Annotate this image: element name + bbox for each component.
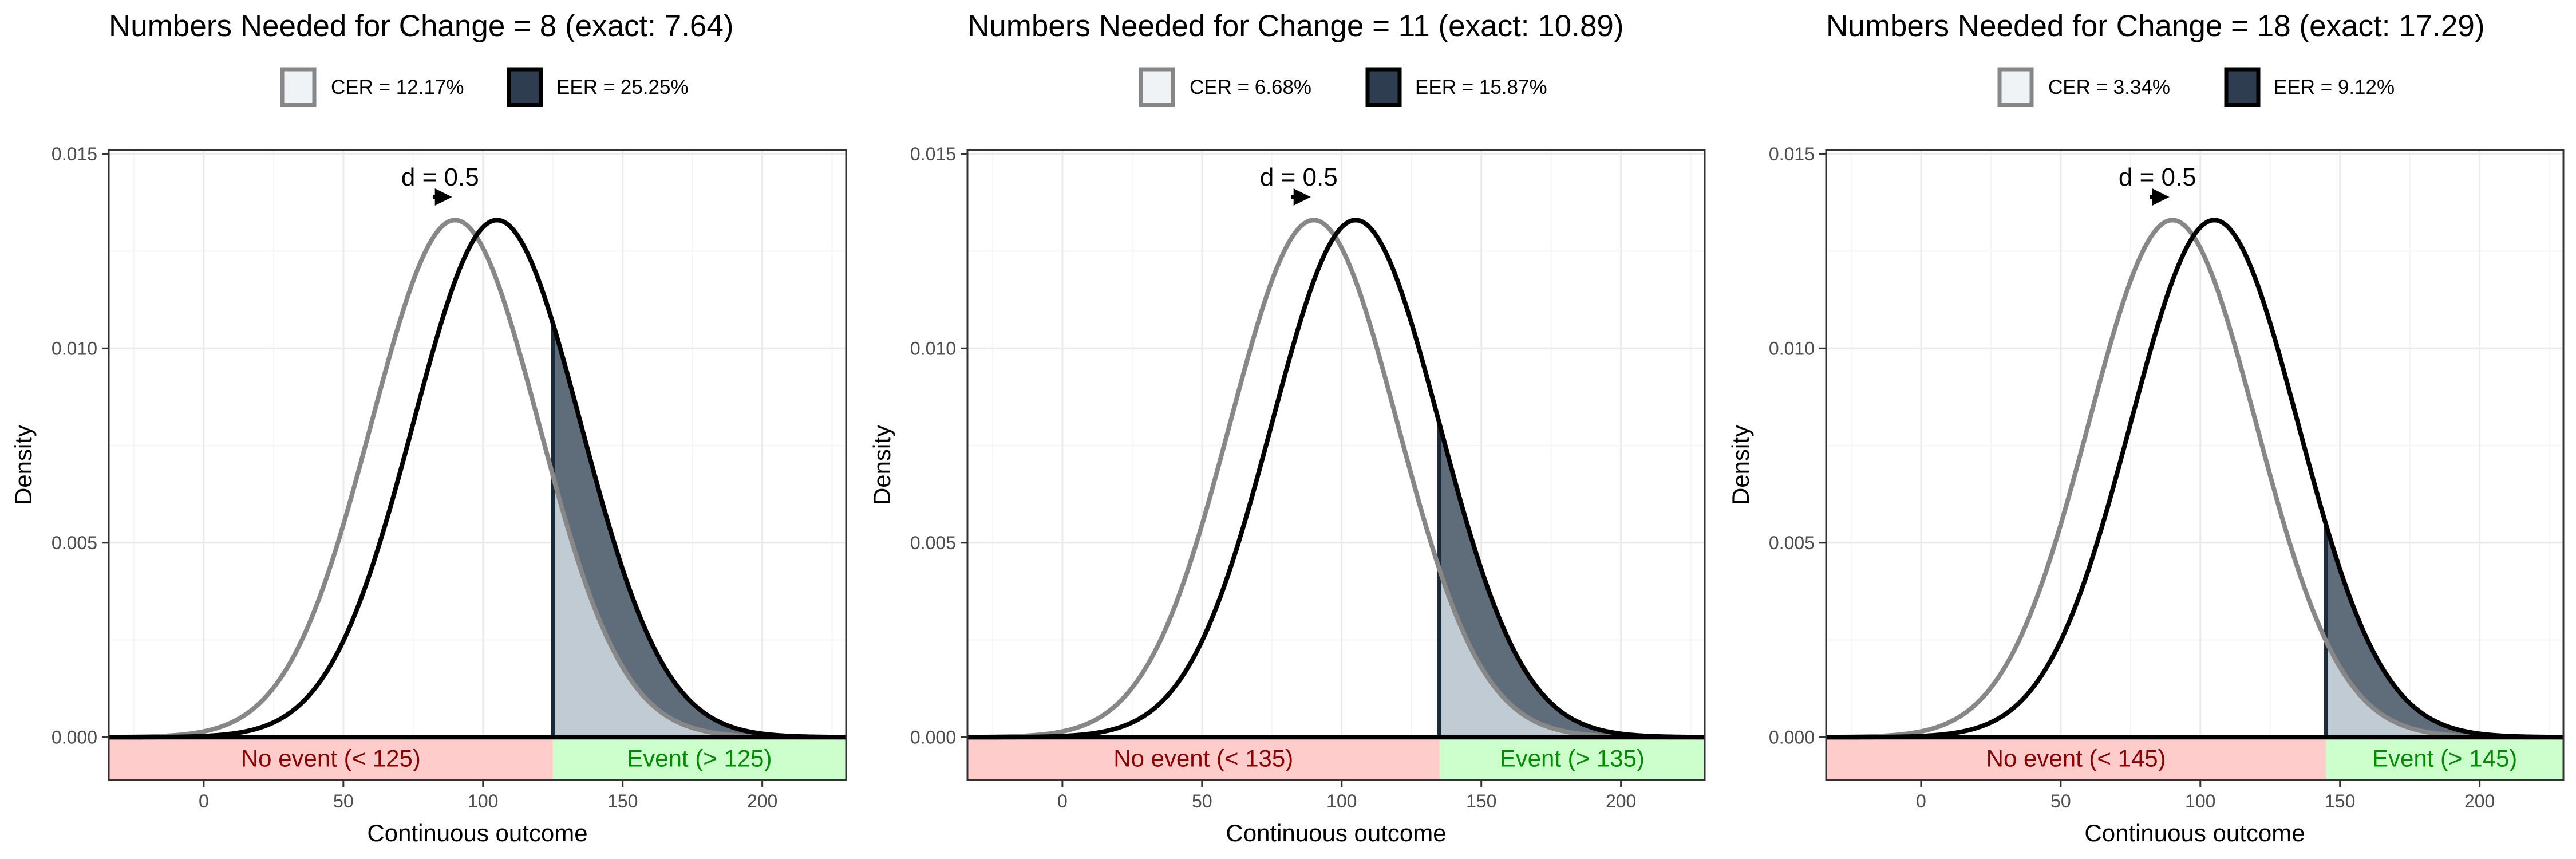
y-tick-label: 0.010 — [52, 338, 97, 358]
effect-arrow-head — [434, 188, 452, 206]
x-tick-label: 0 — [1916, 791, 1926, 811]
legend-label-cer: CER = 12.17% — [331, 76, 464, 98]
plot-border — [1825, 149, 2565, 781]
x-tick-label: 200 — [747, 791, 777, 811]
chart-title: Numbers Needed for Change = 11 (exact: 1… — [967, 9, 1624, 43]
curves — [109, 218, 846, 740]
event-label: Event (> 135) — [1500, 744, 1645, 771]
no-event-label: No event (< 125) — [241, 744, 421, 771]
x-tick-label: 50 — [2050, 791, 2071, 811]
legend: CER = 12.17% EER = 25.25% — [280, 67, 689, 107]
y-tick-label: 0.015 — [52, 144, 97, 164]
eer-tail-area — [1439, 423, 1705, 738]
cer-density-line — [1826, 218, 2563, 740]
effect-arrow-head — [1293, 188, 1311, 206]
no-event-band — [109, 739, 553, 780]
x-tick-label: 100 — [1326, 791, 1357, 811]
event-band — [552, 739, 846, 780]
legend-key-cer — [1997, 67, 2034, 107]
curves — [967, 218, 1705, 740]
y-tick-label: 0.015 — [910, 144, 956, 164]
x-tick-label: 150 — [1466, 791, 1496, 811]
x-tick-label: 0 — [1057, 791, 1068, 811]
cer-density-line — [967, 218, 1705, 740]
chart-panel-3: Numbers Needed for Change = 18 (exact: 1… — [1727, 9, 2565, 846]
x-tick-label: 50 — [333, 791, 354, 811]
y-tick-label: 0.005 — [52, 533, 97, 553]
event-label: Event (> 145) — [2372, 744, 2517, 771]
x-tick-label: 0 — [199, 791, 209, 811]
chart-panel-2: Numbers Needed for Change = 11 (exact: 1… — [868, 9, 1706, 846]
event-band — [1439, 739, 1705, 780]
cer-density-line — [109, 218, 846, 740]
effect-arrow-head — [2152, 188, 2170, 206]
legend: CER = 3.34% EER = 9.12% — [1997, 67, 2395, 107]
x-tick-label: 50 — [1192, 791, 1212, 811]
y-tick-label: 0.010 — [1769, 338, 1815, 358]
x-tick-label: 200 — [2464, 791, 2495, 811]
x-axis-title: Continuous outcome — [1226, 819, 1446, 846]
plot-border — [108, 149, 847, 781]
eer-density-line — [109, 218, 846, 740]
effect-size-label: d = 0.5 — [1260, 163, 1338, 191]
eer-density-line — [967, 218, 1705, 740]
x-tick-label: 100 — [468, 791, 498, 811]
plot-background — [967, 150, 1705, 780]
no-event-band — [1826, 739, 2326, 780]
cer-tail-area — [1439, 569, 1705, 738]
plot-background — [109, 150, 846, 780]
legend-label-eer: EER = 25.25% — [556, 76, 689, 98]
cer-tail-area — [552, 475, 846, 738]
y-tick-label: 0.000 — [1769, 727, 1815, 747]
x-tick-label: 150 — [2325, 791, 2355, 811]
x-axis-title: Continuous outcome — [367, 819, 587, 846]
y-tick-label: 0.000 — [52, 727, 97, 747]
cer-tail-area — [2326, 641, 2563, 738]
legend-key-eer — [507, 67, 543, 107]
event-label: Event (> 125) — [627, 744, 772, 771]
legend-label-cer: CER = 3.34% — [2048, 76, 2170, 98]
chart-panel-1: Numbers Needed for Change = 8 (exact: 7.… — [10, 9, 847, 846]
y-axis-title: Density — [10, 425, 37, 505]
eer-density-line — [1826, 218, 2563, 740]
y-tick-label: 0.000 — [910, 727, 956, 747]
no-event-band — [967, 739, 1440, 780]
no-event-label: No event (< 135) — [1113, 744, 1293, 771]
y-tick-label: 0.015 — [1769, 144, 1815, 164]
eer-tail-area — [2326, 525, 2563, 738]
x-tick-label: 100 — [2185, 791, 2215, 811]
no-event-label: No event (< 145) — [1986, 744, 2166, 771]
y-axis-title: Density — [868, 425, 895, 505]
legend-label-eer: EER = 9.12% — [2274, 76, 2395, 98]
legend-label-cer: CER = 6.68% — [1190, 76, 1311, 98]
plot-border — [966, 149, 1706, 781]
x-tick-label: 200 — [1606, 791, 1636, 811]
effect-size-label: d = 0.5 — [2119, 163, 2196, 191]
y-tick-label: 0.005 — [1769, 533, 1815, 553]
event-band — [2326, 739, 2563, 780]
legend-key-cer — [280, 67, 317, 107]
y-tick-label: 0.010 — [910, 338, 956, 358]
y-tick-label: 0.005 — [910, 533, 956, 553]
plot-background — [1826, 150, 2563, 780]
legend-key-eer — [1365, 67, 1402, 107]
legend-label-eer: EER = 15.87% — [1415, 76, 1547, 98]
curves — [1826, 218, 2563, 740]
legend-key-eer — [2224, 67, 2261, 107]
eer-tail-area — [552, 323, 846, 738]
legend: CER = 6.68% EER = 15.87% — [1139, 67, 1547, 107]
y-axis-title: Density — [1727, 425, 1754, 505]
chart-title: Numbers Needed for Change = 18 (exact: 1… — [1826, 9, 2484, 43]
x-tick-label: 150 — [607, 791, 638, 811]
chart-title: Numbers Needed for Change = 8 (exact: 7.… — [109, 9, 734, 43]
legend-key-cer — [1139, 67, 1175, 107]
effect-size-label: d = 0.5 — [401, 163, 479, 191]
x-axis-title: Continuous outcome — [2084, 819, 2305, 846]
